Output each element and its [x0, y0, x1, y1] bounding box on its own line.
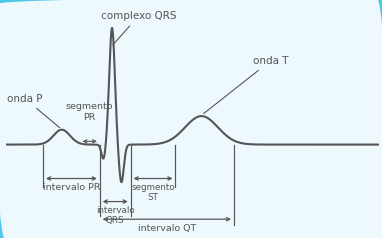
- Text: intervalo QT: intervalo QT: [138, 224, 196, 233]
- Text: segmento
ST: segmento ST: [131, 183, 175, 202]
- Text: complexo QRS: complexo QRS: [101, 11, 176, 45]
- Text: intervalo PR: intervalo PR: [43, 183, 100, 192]
- Text: segmento
PR: segmento PR: [66, 102, 113, 122]
- Text: intervalo
QRS: intervalo QRS: [96, 206, 134, 225]
- Text: onda T: onda T: [204, 56, 288, 114]
- Text: onda P: onda P: [8, 94, 60, 128]
